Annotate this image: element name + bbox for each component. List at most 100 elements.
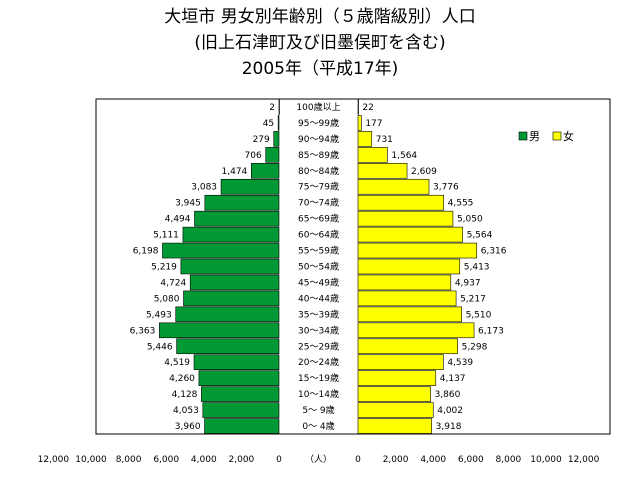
male-value-label: 3,083 (191, 183, 217, 193)
male-value-label: 6,363 (130, 326, 156, 336)
male-value-label: 5,080 (154, 294, 180, 304)
female-bar (357, 258, 461, 275)
male-value-label: 5,446 (147, 342, 173, 352)
male-value-label: 3,960 (175, 422, 201, 432)
age-group-label: 95～99歳 (298, 117, 339, 129)
female-bar (357, 163, 408, 179)
x-tick-label: 8,000 (496, 455, 522, 465)
female-bar (357, 178, 430, 195)
male-bar (176, 338, 280, 355)
x-tick-label: 6,000 (153, 455, 179, 465)
male-value-label: 1,474 (222, 167, 248, 177)
age-group-label: 70～74歳 (298, 197, 339, 209)
female-value-label: 22 (362, 103, 373, 113)
age-group-label: 90～94歳 (298, 133, 339, 145)
male-bar (159, 322, 280, 339)
age-group-label: 75～79歳 (298, 181, 339, 193)
male-bar (193, 354, 280, 370)
male-value-label: 4,128 (172, 390, 198, 400)
female-value-label: 4,002 (437, 406, 463, 416)
age-group-label: 0～ 4歳 (302, 420, 334, 432)
age-group-label: 35～39歳 (298, 308, 339, 320)
male-bar (277, 115, 280, 131)
age-group-label: 85～89歳 (298, 149, 339, 161)
female-bar (357, 354, 444, 370)
female-value-label: 4,137 (440, 374, 466, 384)
male-value-label: 6,198 (133, 247, 159, 257)
female-bar (357, 338, 458, 355)
male-bar (220, 178, 280, 195)
age-group-label: 40～44歳 (298, 292, 339, 304)
female-bar (357, 418, 432, 434)
female-value-label: 177 (365, 119, 382, 129)
female-bar (357, 131, 373, 147)
female-bar (357, 210, 454, 227)
age-group-label: 15～19歳 (298, 372, 339, 384)
unit-label: （人） (305, 454, 332, 465)
age-group-label: 100歳以上 (296, 101, 340, 113)
age-group-label: 65～69歳 (298, 213, 339, 225)
chart-title: 大垣市 男女別年齢別（５歳階級別）人口 (164, 7, 476, 27)
female-value-label: 5,298 (462, 342, 488, 352)
x-tick-label: 0 (276, 455, 282, 465)
female-bar (357, 226, 463, 243)
age-group-label: 10～14歳 (298, 388, 339, 400)
female-bar (357, 99, 359, 115)
male-value-label: 45 (263, 119, 274, 129)
x-tick-label: 10,000 (530, 455, 562, 465)
male-bar (278, 99, 280, 115)
female-value-label: 6,173 (478, 326, 504, 336)
male-bar (204, 194, 280, 211)
male-value-label: 4,494 (165, 215, 191, 225)
female-value-label: 5,564 (467, 231, 493, 241)
age-group-label: 50～54歳 (298, 261, 339, 273)
x-tick-label: 12,000 (568, 455, 600, 465)
x-tick-label: 2,000 (229, 455, 255, 465)
female-value-label: 3,776 (433, 183, 459, 193)
age-group-label: 45～49歳 (298, 276, 339, 288)
age-group-label: 20～24歳 (298, 356, 339, 368)
female-value-label: 6,316 (481, 247, 507, 257)
age-group-label: 80～84歳 (298, 165, 339, 177)
female-bar (357, 322, 475, 339)
legend-label-female: 女 (563, 129, 574, 143)
female-value-label: 5,050 (457, 215, 483, 225)
legend-swatch-female (552, 131, 562, 141)
female-bar (357, 274, 452, 291)
female-bar (357, 306, 462, 323)
male-bar (183, 290, 280, 307)
female-bar (357, 194, 444, 211)
male-bar (202, 402, 280, 418)
x-tick-label: 2,000 (383, 455, 409, 465)
male-bar (198, 370, 280, 386)
female-bar (357, 147, 388, 163)
male-value-label: 4,053 (173, 406, 199, 416)
male-bar (180, 258, 280, 275)
female-value-label: 5,217 (460, 294, 486, 304)
male-value-label: 2 (269, 103, 275, 113)
male-bar (189, 274, 280, 291)
male-bar (175, 306, 280, 323)
female-value-label: 3,860 (435, 390, 461, 400)
male-value-label: 4,724 (160, 278, 186, 288)
male-bar (273, 131, 280, 147)
x-tick-label: 4,000 (191, 455, 217, 465)
male-value-label: 3,945 (175, 199, 201, 209)
male-bar (194, 210, 280, 227)
male-bar (204, 418, 280, 434)
male-value-label: 4,260 (169, 374, 195, 384)
female-bar (357, 386, 431, 402)
female-bar (357, 242, 478, 259)
female-bar (357, 115, 362, 131)
female-value-label: 731 (376, 135, 393, 145)
x-tick-label: 0 (355, 455, 361, 465)
female-value-label: 4,937 (455, 278, 481, 288)
age-group-label: 55～59歳 (298, 245, 339, 257)
age-group-label: 25～29歳 (298, 340, 339, 352)
x-tick-label: 10,000 (75, 455, 107, 465)
male-bar (265, 147, 280, 163)
male-bar (250, 163, 280, 179)
female-value-label: 4,539 (447, 358, 473, 368)
female-value-label: 4,555 (448, 199, 474, 209)
x-tick-label: 4,000 (420, 455, 446, 465)
